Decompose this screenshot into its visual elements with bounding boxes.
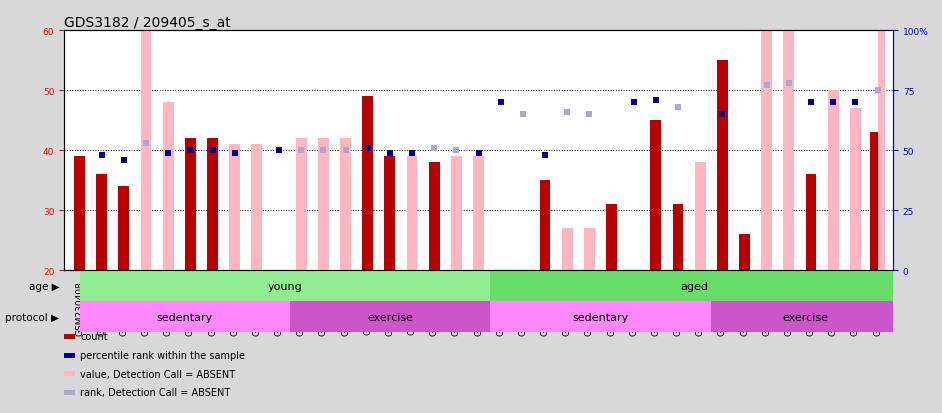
Bar: [119, 187, 129, 271]
Bar: [363, 97, 373, 271]
Bar: [711, 301, 900, 332]
Text: protocol ▶: protocol ▶: [6, 312, 59, 322]
Bar: [561, 228, 573, 271]
Bar: [490, 301, 711, 332]
Bar: [473, 157, 484, 271]
Bar: [429, 163, 440, 271]
Bar: [828, 91, 838, 271]
Text: age ▶: age ▶: [28, 281, 59, 291]
Text: percentile rank within the sample: percentile rank within the sample: [80, 350, 245, 360]
Bar: [79, 301, 290, 332]
Bar: [540, 180, 550, 271]
Bar: [384, 157, 396, 271]
Bar: [140, 31, 152, 271]
Text: sedentary: sedentary: [573, 312, 628, 322]
Bar: [407, 157, 417, 271]
Bar: [96, 175, 107, 271]
Bar: [79, 271, 490, 301]
Text: sedentary: sedentary: [156, 312, 213, 322]
Bar: [869, 133, 878, 271]
Text: value, Detection Call = ABSENT: value, Detection Call = ABSENT: [80, 369, 236, 379]
Bar: [318, 139, 329, 271]
Bar: [340, 139, 351, 271]
Bar: [74, 157, 85, 271]
Bar: [290, 301, 490, 332]
Bar: [229, 145, 240, 271]
Text: count: count: [80, 332, 107, 342]
Bar: [584, 228, 594, 271]
Bar: [451, 157, 462, 271]
Bar: [606, 204, 617, 271]
Bar: [850, 109, 861, 271]
Bar: [784, 0, 794, 271]
Bar: [163, 103, 173, 271]
Bar: [805, 175, 817, 271]
Bar: [650, 121, 661, 271]
Bar: [207, 139, 218, 271]
Bar: [878, 0, 885, 271]
Bar: [673, 204, 684, 271]
Text: young: young: [268, 281, 302, 291]
Bar: [252, 145, 262, 271]
Bar: [717, 61, 728, 271]
Bar: [490, 271, 900, 301]
Text: exercise: exercise: [783, 312, 828, 322]
Text: exercise: exercise: [366, 312, 413, 322]
Text: rank, Detection Call = ABSENT: rank, Detection Call = ABSENT: [80, 387, 231, 397]
Text: GDS3182 / 209405_s_at: GDS3182 / 209405_s_at: [64, 16, 231, 30]
Bar: [296, 139, 307, 271]
Text: aged: aged: [681, 281, 708, 291]
Bar: [185, 139, 196, 271]
Bar: [739, 235, 750, 271]
Bar: [695, 163, 706, 271]
Bar: [761, 0, 772, 271]
